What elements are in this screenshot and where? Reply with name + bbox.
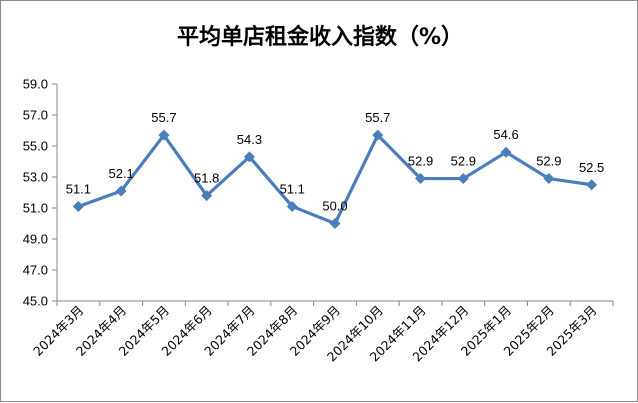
marker-layer — [72, 129, 598, 229]
data-point-marker — [586, 179, 598, 191]
data-label: 50.0 — [322, 199, 347, 214]
y-tick-label: 51.0 — [23, 201, 48, 216]
data-label: 55.7 — [151, 110, 176, 125]
data-label: 54.6 — [493, 127, 518, 142]
y-tick-label: 49.0 — [23, 232, 48, 247]
y-tick-label: 47.0 — [23, 263, 48, 278]
y-tick-label: 45.0 — [23, 294, 48, 309]
data-label: 52.1 — [108, 166, 133, 181]
data-point-marker — [415, 173, 427, 185]
data-point-marker — [457, 173, 469, 185]
data-point-marker — [286, 200, 298, 212]
data-label: 52.9 — [536, 154, 561, 169]
data-label: 55.7 — [365, 110, 390, 125]
y-tick-label: 59.0 — [23, 77, 48, 92]
y-tick-label: 55.0 — [23, 139, 48, 154]
data-point-marker — [72, 200, 84, 212]
data-point-marker — [329, 218, 341, 229]
chart-title: 平均单店租金收入指数（%） — [177, 24, 463, 50]
data-point-marker — [372, 129, 384, 141]
data-point-marker — [500, 146, 512, 158]
data-point-marker — [115, 185, 127, 197]
data-label: 51.8 — [194, 171, 219, 186]
data-label: 52.5 — [579, 160, 604, 175]
data-label: 52.9 — [408, 154, 433, 169]
y-tick-label: 53.0 — [23, 170, 48, 185]
x-axis-ticks: 2024年3月2024年4月2024年5月2024年6月2024年7月2024年… — [30, 301, 614, 365]
data-label: 54.3 — [237, 132, 262, 147]
data-point-marker — [243, 151, 255, 163]
data-label: 51.1 — [66, 181, 91, 196]
data-label: 51.1 — [280, 181, 305, 196]
data-label: 52.9 — [451, 154, 476, 169]
data-point-marker — [201, 190, 213, 202]
y-axis-ticks: 45.0 47.0 49.0 51.0 53.0 55.0 57.0 59.0 — [23, 77, 57, 309]
y-tick-label: 57.0 — [23, 108, 48, 123]
data-point-marker — [158, 129, 170, 141]
data-point-marker — [543, 173, 555, 185]
data-label-layer: 51.1 52.1 55.7 51.8 54.3 51.1 50.0 55.7 52.9 52.9… — [66, 110, 605, 213]
